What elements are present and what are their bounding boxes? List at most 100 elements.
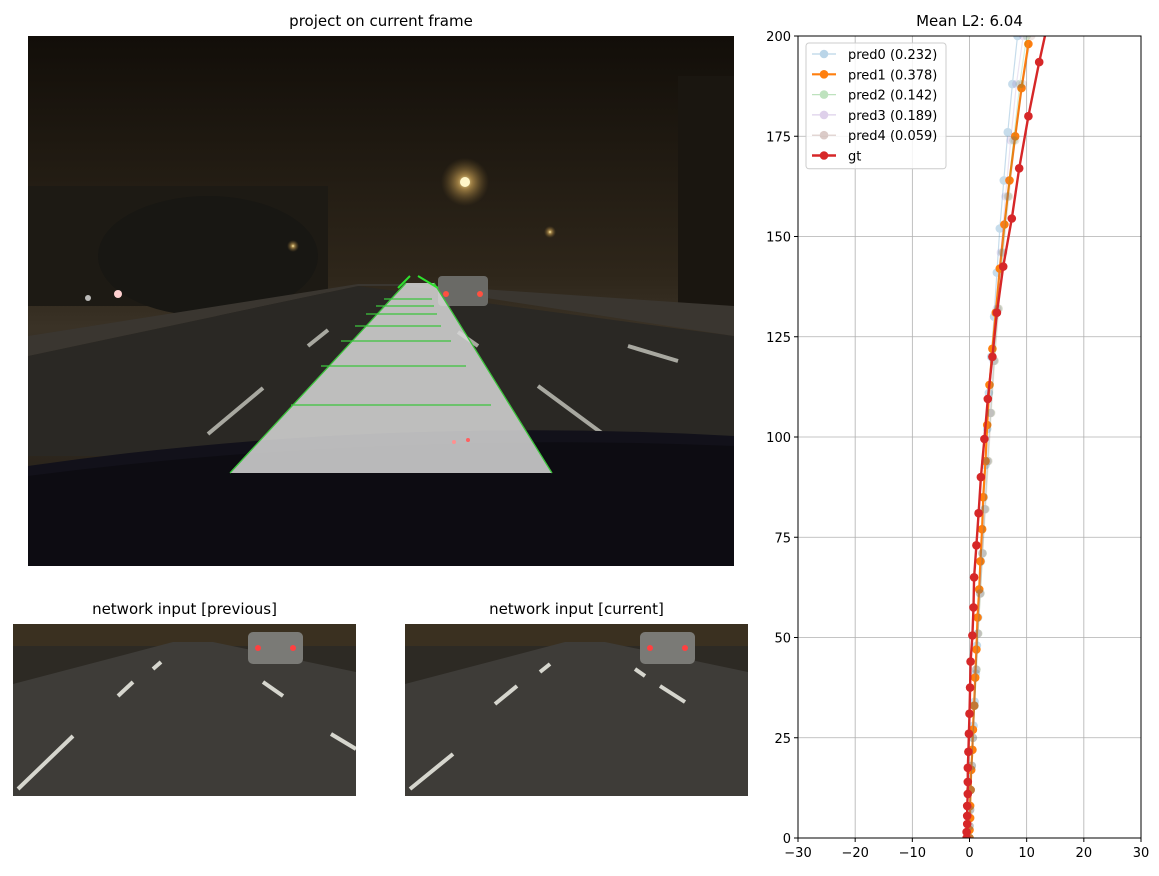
y-tick-label: 125 — [766, 331, 791, 346]
data-point — [966, 785, 975, 795]
data-point — [972, 645, 981, 654]
data-point — [968, 725, 978, 734]
data-point — [989, 312, 999, 322]
data-point — [1010, 132, 1020, 141]
data-point — [972, 665, 981, 674]
data-point — [1001, 192, 1010, 201]
plot-frame — [797, 35, 1142, 839]
data-point — [965, 683, 975, 692]
data-point — [967, 761, 977, 771]
data-point — [1034, 57, 1044, 67]
data-point — [978, 549, 987, 558]
data-point — [1000, 220, 1009, 229]
data-point — [965, 805, 975, 815]
data-point — [998, 262, 1008, 271]
data-point — [966, 785, 975, 795]
data-point — [989, 356, 998, 366]
legend-label: gt — [848, 150, 861, 165]
data-point — [974, 508, 983, 518]
data-point — [992, 268, 1002, 277]
legend-box — [805, 42, 947, 170]
data-point — [983, 394, 993, 404]
data-point — [970, 697, 979, 706]
data-point — [1012, 79, 1021, 89]
data-point — [1003, 192, 1013, 201]
x-tick-label: 0 — [965, 846, 973, 861]
legend-label: pred3 (0.189) — [848, 109, 937, 124]
data-point — [982, 420, 992, 430]
data-point — [986, 408, 996, 418]
data-point — [978, 549, 987, 558]
data-point — [1010, 136, 1020, 145]
data-point — [965, 833, 974, 838]
data-point — [968, 733, 978, 743]
data-point — [977, 524, 987, 534]
data-point — [1015, 79, 1025, 89]
chart-series-layer — [962, 36, 1047, 838]
data-point — [973, 629, 982, 638]
data-point — [991, 308, 1001, 318]
data-point — [1004, 192, 1014, 201]
data-point — [969, 573, 979, 582]
data-point — [966, 765, 976, 775]
legend-marker — [819, 151, 829, 160]
network-input-current — [405, 624, 748, 796]
data-point — [964, 729, 974, 738]
data-point — [963, 789, 973, 799]
data-point — [965, 805, 975, 815]
data-point — [984, 388, 994, 398]
series-1 — [965, 39, 1033, 838]
main-camera-frame — [28, 36, 734, 566]
data-point — [968, 745, 977, 755]
data-point — [964, 747, 973, 757]
legend-marker — [819, 90, 829, 99]
legend-entry — [812, 130, 836, 140]
data-point — [999, 176, 1009, 185]
data-point — [963, 763, 973, 773]
data-point — [972, 665, 981, 674]
data-point — [1017, 83, 1026, 93]
data-point — [962, 801, 972, 811]
data-point — [1008, 79, 1017, 89]
data-point — [966, 785, 975, 795]
data-point — [980, 434, 989, 444]
legend-marker — [819, 49, 829, 59]
data-point — [981, 460, 990, 470]
curr-input-title: network input [current] — [489, 600, 664, 618]
data-point — [976, 557, 985, 566]
data-point — [982, 424, 992, 434]
data-point — [976, 472, 986, 482]
data-point — [989, 356, 999, 366]
legend-marker — [819, 130, 829, 140]
data-point — [1024, 39, 1033, 49]
x-tick-label: −30 — [784, 846, 811, 861]
data-point — [965, 821, 974, 831]
data-point — [981, 504, 990, 514]
data-point — [1018, 36, 1028, 41]
data-point — [983, 456, 993, 466]
data-point — [988, 344, 997, 354]
data-point — [992, 304, 1002, 314]
data-point — [973, 629, 983, 638]
data-point — [968, 631, 977, 640]
data-point — [970, 701, 979, 710]
y-tick-label: 25 — [774, 732, 791, 747]
data-point — [965, 801, 975, 811]
data-point — [973, 613, 983, 622]
y-tick-label: 150 — [766, 231, 791, 246]
data-point — [971, 669, 981, 678]
data-point — [993, 304, 1003, 314]
data-point — [1018, 79, 1027, 89]
data-point — [998, 248, 1008, 257]
y-tick-label: 75 — [774, 531, 791, 546]
data-point — [968, 733, 978, 743]
data-point — [972, 641, 982, 650]
data-point — [976, 557, 986, 566]
data-point — [965, 801, 975, 811]
x-tick-label: −10 — [899, 846, 926, 861]
data-point — [977, 524, 987, 534]
x-tick-label: 10 — [1018, 846, 1035, 861]
data-point — [985, 380, 994, 390]
data-point — [962, 811, 972, 821]
data-point — [969, 701, 979, 710]
